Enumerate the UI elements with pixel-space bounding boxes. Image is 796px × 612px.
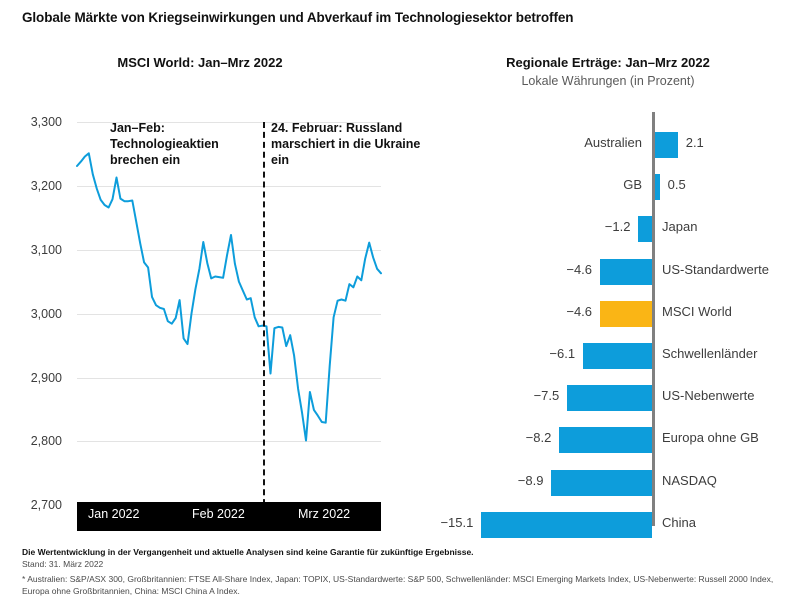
gridline-3300 (77, 122, 381, 123)
footnote-disclaimer: Die Wertentwicklung in der Vergangenheit… (22, 547, 474, 557)
y-axis-tick-label: 2,800 (30, 434, 62, 448)
bar-value-label: 2.1 (685, 135, 704, 150)
bar-category-label: China (662, 514, 696, 530)
annotation-tech-selloff: Jan–Feb: Technologieaktien brechen ein (110, 121, 219, 167)
gridline-2800 (77, 441, 381, 442)
page-title: Globale Märkte von Kriegseinwirkungen un… (22, 10, 574, 25)
bar-value-label: −8.9 (517, 472, 544, 488)
msci-world-line-chart: 3,300 3,200 3,100 3,000 2,900 2,800 2,70… (0, 100, 420, 540)
right-chart-title: Regionale Erträge: Jan–Mrz 2022 (506, 55, 710, 70)
footnote-as-of-date: Stand: 31. März 2022 (22, 559, 104, 569)
y-axis-tick-label: 3,100 (30, 243, 62, 257)
bar-nasdaq[interactable] (551, 469, 652, 496)
y-axis-tick-label: 2,700 (30, 498, 62, 512)
x-axis-tick-jan: Jan 2022 (88, 507, 140, 521)
bar-value-label: 0.5 (667, 177, 686, 193)
y-axis-tick-label: 3,300 (30, 115, 62, 129)
bar-europa-ohne-gb[interactable] (559, 427, 652, 454)
y-axis-tick-label: 2,900 (30, 371, 62, 385)
bar-category-label: GB (623, 177, 642, 193)
annotation-russia-invasion: 24. Februar: Russland marschiert in die … (271, 121, 421, 167)
y-axis-tick-label: 3,000 (30, 307, 62, 321)
bar-category-label: MSCI World (662, 303, 732, 319)
gridline-3200 (77, 186, 381, 187)
bar-row[interactable]: −8.2 Europa ohne GB (420, 419, 796, 461)
bar-category-label: US-Nebenwerte (662, 388, 755, 404)
left-chart-title: MSCI World: Jan–Mrz 2022 (117, 55, 283, 70)
bar-row[interactable]: −1.2 Japan (420, 208, 796, 250)
regional-returns-bar-chart: 2.1 Australien 0.5 GB −1.2 Japan −4.6 US-Standa… (420, 100, 796, 538)
bar-row[interactable]: −7.5 US-Nebenwerte (420, 377, 796, 419)
x-axis-tick-feb: Feb 2022 (192, 507, 245, 521)
bar-category-label: Japan (662, 219, 698, 235)
bar-value-label: −1.2 (604, 219, 631, 235)
bar-us-standardwerte[interactable] (600, 258, 652, 285)
gridline-3000 (77, 314, 381, 315)
bar-value-label: −7.5 (533, 388, 560, 404)
zero-axis-line (652, 112, 655, 526)
bar-row[interactable]: 2.1 Australien (420, 124, 796, 166)
footnote-index-definitions: * Australien: S&P/ASX 300, Großbritannie… (22, 574, 774, 596)
bar-us-nebenwerte[interactable] (567, 385, 652, 412)
bar-value-label: −6.1 (549, 346, 576, 361)
bar-row[interactable]: −15.1 China (420, 504, 796, 546)
bar-japan[interactable] (638, 216, 652, 243)
bar-row[interactable]: −4.6 US-Standardwerte (420, 251, 796, 293)
right-chart-subtitle: Lokale Währungen (in Prozent) (521, 74, 695, 88)
footnotes: Die Wertentwicklung in der Vergangenheit… (22, 546, 782, 597)
x-axis-tick-mrz: Mrz 2022 (298, 507, 351, 521)
bar-category-label: Europa ohne GB (662, 430, 759, 446)
bar-gb[interactable] (654, 174, 660, 201)
bar-category-label: Schwellenländer (662, 346, 758, 361)
bar-row[interactable]: −4.6 MSCI World (420, 293, 796, 335)
bar-category-label: US-Standardwerte (662, 261, 769, 277)
bar-msci-world[interactable] (600, 300, 652, 327)
bar-category-label: NASDAQ (662, 472, 717, 488)
bar-value-label: −15.1 (440, 514, 474, 530)
bar-row[interactable]: −8.9 NASDAQ (420, 462, 796, 504)
bar-china[interactable] (481, 511, 652, 538)
price-line-series (76, 152, 382, 442)
event-divider-line (263, 122, 265, 525)
gridline-3100 (77, 250, 381, 251)
bar-value-label: −8.2 (525, 430, 552, 446)
bar-schwellenl-nder[interactable] (583, 343, 652, 369)
bar-row[interactable]: 0.5 GB (420, 166, 796, 208)
bar-row[interactable]: −6.1 Schwellenländer (420, 335, 796, 377)
bar-value-label: −4.6 (566, 261, 593, 277)
x-axis-band (77, 502, 381, 531)
bar-category-label: Australien (584, 135, 642, 150)
y-axis-tick-label: 3,200 (30, 179, 62, 193)
gridline-2900 (77, 378, 381, 379)
bar-australien[interactable] (654, 132, 678, 158)
bar-value-label: −4.6 (566, 303, 593, 319)
